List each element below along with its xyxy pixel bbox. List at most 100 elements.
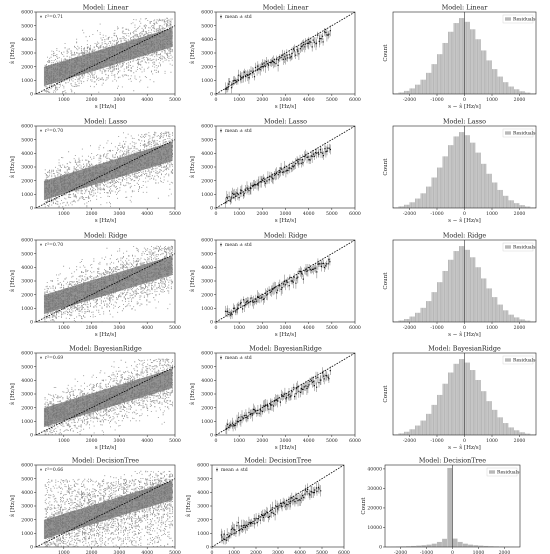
histogram-bar — [401, 320, 403, 322]
x-tick-label: 4000 — [303, 325, 315, 331]
histogram-bar — [511, 427, 513, 435]
y-tick-label: 2000 — [201, 405, 213, 411]
histogram-bar — [395, 321, 397, 322]
y-tick-label: 3000 — [201, 51, 213, 57]
legend-swatch — [505, 17, 511, 21]
legend-marker — [216, 468, 218, 471]
x-tick-label: 4000 — [141, 550, 153, 554]
y-tick-label: 3000 — [21, 504, 33, 510]
histogram-bar — [409, 88, 411, 94]
histogram-bar — [428, 72, 430, 94]
histogram-bar — [438, 282, 440, 322]
histogram-bar — [486, 60, 488, 94]
x-tick-label: -1000 — [430, 97, 443, 103]
histogram-bar — [465, 21, 468, 94]
histogram-bar — [509, 200, 512, 208]
histogram-bar — [410, 88, 413, 94]
histogram-bar — [468, 21, 470, 94]
histogram-bar — [416, 545, 422, 547]
histogram-bar — [395, 93, 397, 94]
histogram-bar — [431, 64, 433, 94]
histogram-bar — [529, 92, 531, 94]
histogram-bar — [534, 321, 536, 322]
x-tick-label: 3000 — [114, 97, 126, 103]
error-bars — [221, 482, 321, 545]
histogram-bar — [461, 359, 463, 435]
histogram-bar — [434, 404, 436, 435]
y-tick-label: 5000 — [201, 251, 213, 257]
error-bars — [225, 256, 331, 320]
histogram-bar — [456, 23, 458, 94]
histogram-bar — [431, 177, 433, 208]
histogram-bar — [511, 86, 513, 94]
identity-line — [36, 366, 175, 435]
histogram-bar — [483, 545, 489, 547]
x-axis-label: s − ŝ [Hz/s] — [448, 331, 481, 338]
histogram-bar — [512, 86, 514, 94]
histogram-bar — [493, 409, 495, 435]
histogram-bar — [405, 546, 411, 547]
histogram-bar — [441, 54, 443, 94]
x-tick-label: 5000 — [169, 211, 181, 217]
histogram-bar — [522, 91, 524, 94]
histogram-bar — [445, 42, 447, 94]
histogram-bar — [426, 186, 428, 208]
histogram-bar — [410, 545, 416, 547]
histogram-bar — [460, 246, 462, 322]
x-tick-label: 1000 — [228, 550, 240, 554]
histogram-bar — [509, 314, 512, 322]
panel-2: 0 1000 2000 3000 4000 5000 6000 0 1000 2000 3000 40… — [189, 4, 361, 111]
y-tick-label: 0 — [30, 92, 33, 98]
histogram-bar — [525, 206, 527, 208]
y-tick-label: 2000 — [21, 292, 33, 298]
histogram-bar — [397, 434, 399, 435]
x-tick-label: 2000 — [86, 97, 98, 103]
y-tick-label: 2000 — [21, 178, 33, 184]
histogram-bar — [500, 417, 502, 435]
histogram-bar — [453, 251, 455, 322]
plot-area — [216, 353, 355, 435]
histogram-bar — [417, 198, 419, 208]
histogram-bar — [504, 423, 506, 435]
histogram-bar — [493, 297, 495, 322]
histogram-bar — [395, 434, 397, 435]
histogram-bar — [519, 319, 521, 322]
y-axis-label: ŝ [Hz/s] — [189, 42, 196, 64]
histogram-bar — [394, 207, 396, 208]
y-tick-label: 1000 — [201, 192, 213, 198]
x-tick-label: 6000 — [338, 550, 350, 554]
histogram-bar — [450, 259, 452, 322]
histogram-bar — [457, 251, 459, 322]
panel-title: Model: Linear — [442, 4, 488, 12]
histogram-bar — [419, 312, 421, 322]
histogram-bar — [420, 79, 422, 94]
histogram-bar — [460, 132, 462, 208]
histogram-bar — [496, 69, 498, 94]
histogram-bar — [490, 60, 492, 94]
plot-area — [393, 240, 536, 322]
histogram-bar — [456, 363, 458, 435]
histogram-bar — [485, 391, 487, 435]
histogram-bar — [512, 427, 514, 435]
histogram-bar — [474, 370, 476, 435]
x-tick-label: 1000 — [486, 325, 498, 331]
histogram-bar — [497, 76, 499, 94]
legend-marker — [220, 129, 222, 132]
histogram-bar — [476, 152, 479, 208]
x-tick-label: 3000 — [280, 97, 292, 103]
histogram-bar — [475, 379, 477, 435]
histogram-bar — [475, 39, 477, 94]
histogram-bar — [470, 29, 472, 94]
y-tick-label: 1000 — [201, 306, 213, 312]
histogram-bar — [437, 167, 439, 208]
histogram-bar — [405, 319, 407, 322]
histogram-bar — [481, 163, 483, 208]
x-tick-label: -2000 — [394, 550, 407, 554]
y-tick-label: 4000 — [21, 151, 33, 157]
histogram-bar — [419, 84, 421, 94]
histogram-bar — [454, 23, 457, 94]
histogram-bar — [442, 383, 444, 435]
x-tick-label: 0 — [451, 550, 454, 554]
histogram-bar — [471, 257, 473, 322]
